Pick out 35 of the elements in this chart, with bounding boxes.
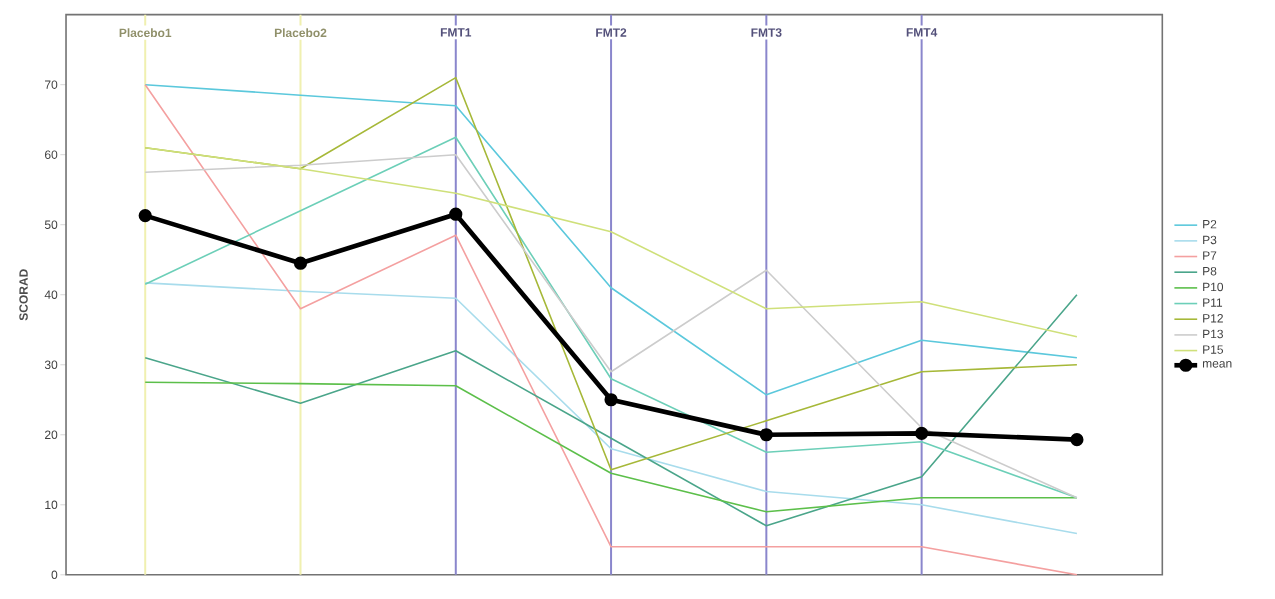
line-series xyxy=(144,381,1078,513)
y-tick-label: 60 xyxy=(45,150,58,160)
x-tick-label: Placebo1 xyxy=(119,28,172,38)
point xyxy=(138,209,152,223)
legend-label: P2 xyxy=(1203,220,1217,229)
legend-label: P13 xyxy=(1203,329,1223,339)
line-series xyxy=(144,83,1078,396)
line-series xyxy=(144,146,1078,338)
point xyxy=(915,426,929,441)
point xyxy=(604,393,618,407)
legend-label: P15 xyxy=(1203,345,1224,354)
x-tick-label: FMT1 xyxy=(440,28,472,37)
legend-label: P10 xyxy=(1203,282,1224,292)
point xyxy=(293,256,308,270)
legend-label: P7 xyxy=(1203,251,1217,260)
legend-label: P12 xyxy=(1203,314,1223,323)
y-tick-label: 10 xyxy=(45,500,58,510)
x-tick-label: Placebo2 xyxy=(274,28,327,38)
y-tick-label: 50 xyxy=(44,220,58,230)
y-axis-title: SCORAD xyxy=(19,269,28,321)
x-tick-label: FMT4 xyxy=(906,28,938,37)
legend-label: P8 xyxy=(1203,267,1217,276)
point xyxy=(1070,433,1084,447)
x-tick-label: FMT3 xyxy=(751,28,782,37)
y-tick-label: 0 xyxy=(51,570,58,580)
point xyxy=(449,207,463,221)
legend-label: mean xyxy=(1202,361,1232,368)
legend-label: P3 xyxy=(1203,235,1217,245)
y-tick-label: 30 xyxy=(44,360,58,370)
y-tick-label: 20 xyxy=(45,430,58,440)
y-tick-label: 40 xyxy=(44,290,58,300)
y-tick-label: 70 xyxy=(45,80,58,90)
point xyxy=(759,428,773,442)
legend-label: P11 xyxy=(1203,298,1223,307)
x-tick-label: FMT2 xyxy=(596,28,627,37)
